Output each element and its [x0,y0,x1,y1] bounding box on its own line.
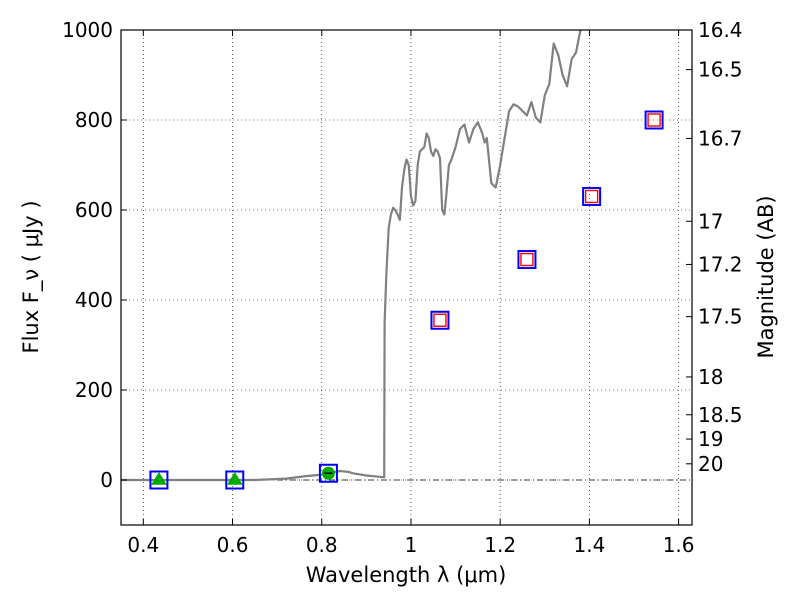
spectrum-line [121,30,582,482]
plot-frame [120,29,693,526]
y-tick-label: 800 [75,108,113,132]
y-tick-label: 0 [100,468,113,492]
blue-square-marker [517,250,537,269]
y-tick-label: 400 [75,288,113,312]
x-tick-label: 0.8 [306,533,338,557]
right-tick-label: 18.5 [698,403,743,427]
blue-square-marker [149,470,169,490]
tick-layer: 0.4 0.6 0.8 1 1.2 1.4 1.6 0 200 400 600 800 1000 16.4… [62,18,742,557]
blue-square-marker [582,187,602,206]
green-triangle-marker [151,472,167,485]
x-tick-label: 0.6 [217,533,249,557]
red-square-marker [520,252,534,267]
plot-layer [121,30,664,490]
y-tick-label: 200 [75,378,113,402]
grid-layer [121,30,692,525]
x-tick-label: 1.4 [573,533,605,557]
x-tick-label: 1 [405,533,418,557]
right-tick-label: 17.2 [698,252,743,276]
blue-square-marker [318,463,338,483]
right-tick-label: 18 [698,365,723,389]
y-tick-label: 600 [75,198,113,222]
x-tick-label: 1.6 [663,533,695,557]
red-square-marker [584,189,599,204]
green-triangle-marker [226,472,243,485]
right-tick-label: 17 [698,209,723,233]
blue-square-marker [225,470,245,490]
right-tick-label: 16.5 [698,58,743,82]
blue-square-marker [644,110,664,130]
right-tick-label: 19 [698,427,723,451]
x-axis-label: Wavelength λ (μm) [306,563,507,587]
x-tick-label: 0.4 [127,533,159,557]
x-tick-label: 1.2 [484,533,516,557]
right-axis-label: Magnitude (AB) [754,195,778,358]
y-tick-label: 1000 [62,18,113,42]
right-tick-label: 16.7 [698,126,743,150]
red-square-marker [647,113,661,127]
blue-square-marker [430,310,450,330]
y-axis-label: Flux F_ν ( μJy ) [19,200,44,353]
right-tick-label: 16.4 [698,18,743,42]
red-square-marker [433,313,447,327]
right-tick-label: 20 [698,452,723,476]
right-tick-label: 17.5 [698,305,743,329]
